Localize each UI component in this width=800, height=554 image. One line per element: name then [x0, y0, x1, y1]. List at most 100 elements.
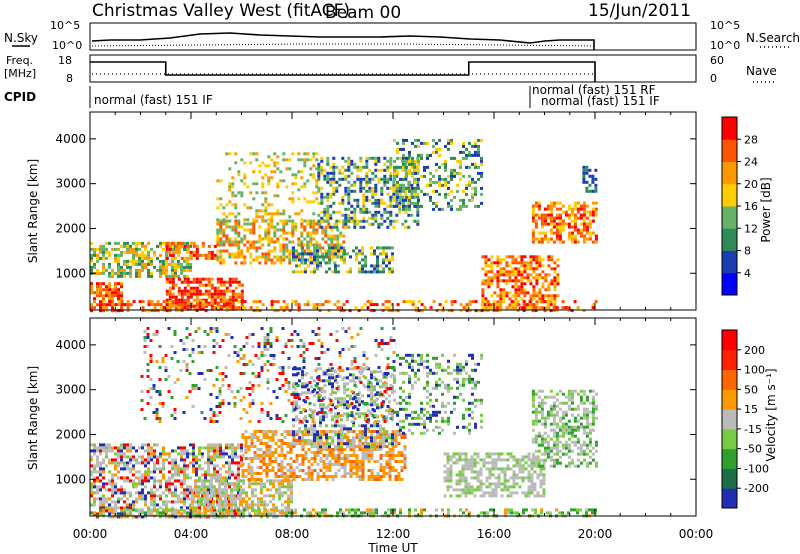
range-cell [331, 385, 334, 389]
range-cell [364, 427, 367, 431]
range-cell [132, 247, 135, 251]
range-cell [171, 280, 175, 284]
range-cell [410, 192, 414, 196]
range-cell [405, 359, 408, 363]
range-cell [156, 488, 159, 492]
range-cell [508, 270, 512, 274]
range-cell [93, 300, 96, 304]
range-cell [117, 512, 120, 516]
range-cell [135, 253, 138, 257]
range-cell [558, 231, 562, 235]
range-cell [365, 171, 369, 175]
range-cell [192, 455, 195, 459]
range-cell [402, 204, 405, 208]
range-cell [350, 210, 354, 214]
range-cell [310, 430, 314, 433]
range-cell [540, 237, 544, 241]
range-cell [123, 506, 126, 510]
range-cell [307, 249, 310, 253]
range-cell [423, 365, 426, 369]
range-cell [162, 306, 166, 310]
range-cell [159, 306, 163, 310]
range-cell [317, 171, 321, 175]
range-cell [150, 262, 153, 266]
range-cell [347, 201, 351, 205]
range-cell [228, 473, 231, 477]
range-cell [291, 240, 295, 244]
range-cell [426, 365, 429, 369]
range-cell [520, 273, 524, 277]
range-cell [261, 176, 265, 180]
range-cell [195, 280, 199, 284]
range-cell [207, 292, 211, 296]
range-cell [186, 491, 189, 495]
range-cell [285, 246, 289, 250]
range-cell [414, 380, 417, 384]
range-cell [108, 253, 111, 257]
range-cell [402, 162, 405, 166]
range-cell [265, 451, 269, 454]
range-cell [529, 261, 533, 265]
range-cell [429, 398, 432, 402]
range-cell [111, 491, 114, 495]
range-cell [165, 485, 168, 489]
range-cell [174, 241, 177, 245]
range-cell [591, 189, 595, 193]
range-cell [135, 241, 138, 245]
range-cell [194, 494, 197, 498]
range-cell [484, 255, 488, 259]
range-cell [287, 500, 290, 504]
range-cell [273, 228, 277, 232]
range-cell [191, 506, 194, 510]
range-cell [212, 500, 215, 504]
range-cell [206, 500, 209, 504]
range-cell [526, 273, 530, 277]
range-cell [292, 433, 295, 437]
range-cell [417, 159, 420, 163]
range-cell [120, 491, 123, 495]
range-cell [301, 442, 304, 446]
range-cell [325, 379, 328, 383]
range-cell [198, 452, 201, 456]
range-cell [340, 433, 343, 437]
range-cell [292, 373, 295, 377]
range-cell [260, 515, 263, 519]
range-cell [438, 431, 441, 435]
range-cell [204, 292, 208, 296]
range-cell [462, 198, 465, 202]
range-cell [328, 430, 332, 433]
range-cell [303, 161, 307, 165]
range-cell [429, 419, 432, 423]
range-cell [240, 488, 243, 492]
range-cell [132, 455, 135, 459]
range-cell [396, 141, 399, 145]
range-cell [320, 225, 324, 229]
range-cell [256, 454, 260, 457]
range-cell [549, 213, 553, 217]
range-cell [546, 213, 550, 217]
range-cell [316, 454, 320, 457]
range-cell [159, 479, 162, 483]
range-cell [168, 295, 172, 299]
range-cell [210, 295, 214, 299]
range-cell [522, 306, 526, 310]
range-cell [180, 289, 184, 293]
range-cell [382, 433, 385, 437]
range-cell [234, 194, 238, 198]
range-cell [382, 246, 385, 250]
range-cell [123, 303, 127, 307]
range-cell [237, 476, 240, 480]
range-cell [222, 292, 226, 296]
range-cell [253, 436, 257, 439]
range-cell [234, 252, 238, 256]
range-cell [393, 171, 396, 175]
range-cell [265, 472, 269, 475]
range-cell [505, 306, 509, 310]
range-cell [304, 457, 308, 460]
range-cell [246, 249, 250, 253]
range-cell [312, 176, 316, 180]
range-cell [346, 445, 349, 449]
range-cell [186, 298, 190, 302]
range-cell [361, 249, 364, 253]
